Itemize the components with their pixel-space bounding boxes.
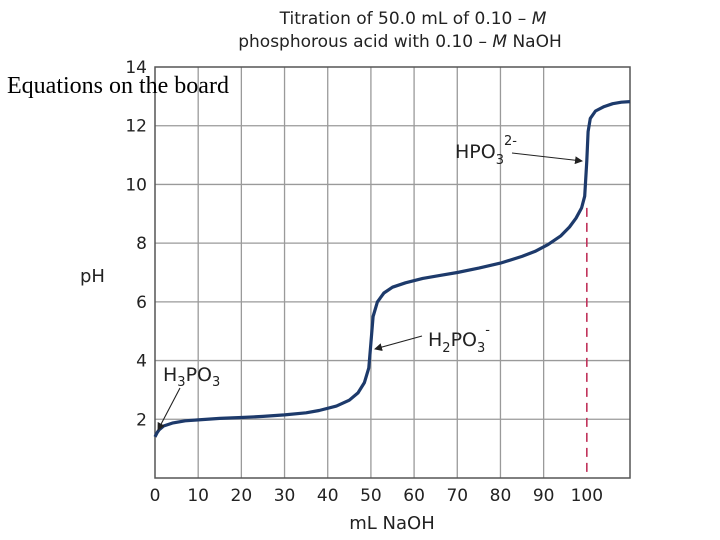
- x-tick-label: 40: [317, 486, 339, 506]
- plot-frame: [154, 66, 631, 479]
- y-tick-label: 6: [136, 293, 147, 313]
- y-tick-label: 12: [125, 117, 147, 137]
- y-tick-label: 10: [125, 175, 147, 195]
- y-tick-label: 14: [125, 58, 147, 78]
- h2po3-arrow: [374, 335, 423, 351]
- x-tick-label: 90: [533, 486, 555, 506]
- y-tick-label: 4: [136, 352, 147, 372]
- y-tick-label: 8: [136, 234, 147, 254]
- grid: [155, 67, 630, 478]
- x-tick-label: 30: [274, 486, 296, 506]
- x-tick-label: 50: [360, 486, 382, 506]
- x-tick-label: 60: [403, 486, 425, 506]
- x-tick-label: 100: [571, 486, 603, 506]
- h3po3-label: H3PO3: [163, 364, 220, 390]
- x-tick-label: 10: [187, 486, 209, 506]
- y-axis-label: pH: [80, 266, 105, 287]
- overlay-note: Equations on the board: [7, 73, 229, 99]
- axis-ticks: 0 10 20 30 40 50 60 70 80 90 100 2 4 6 8 10 12 14: [125, 58, 603, 506]
- hpo3-label: HPO32-: [455, 134, 517, 168]
- titration-curve: [153, 100, 631, 438]
- x-tick-label: 80: [490, 486, 512, 506]
- h3po3-arrow: [157, 387, 181, 431]
- chart-title-line-2: phosphorous acid with 0.10 – M NaOH: [238, 32, 562, 52]
- x-axis-label: mL NaOH: [349, 513, 434, 534]
- chart-title-line-1: Titration of 50.0 mL of 0.10 – M: [279, 9, 547, 29]
- x-tick-label: 70: [446, 486, 468, 506]
- y-tick-label: 2: [136, 410, 147, 430]
- h2po3-label: H2PO3-: [428, 323, 490, 356]
- species-annotations: H3PO3 H2PO3- HPO32-: [157, 134, 583, 431]
- x-tick-label: 0: [150, 486, 161, 506]
- hpo3-arrow: [511, 152, 583, 165]
- x-tick-label: 20: [231, 486, 253, 506]
